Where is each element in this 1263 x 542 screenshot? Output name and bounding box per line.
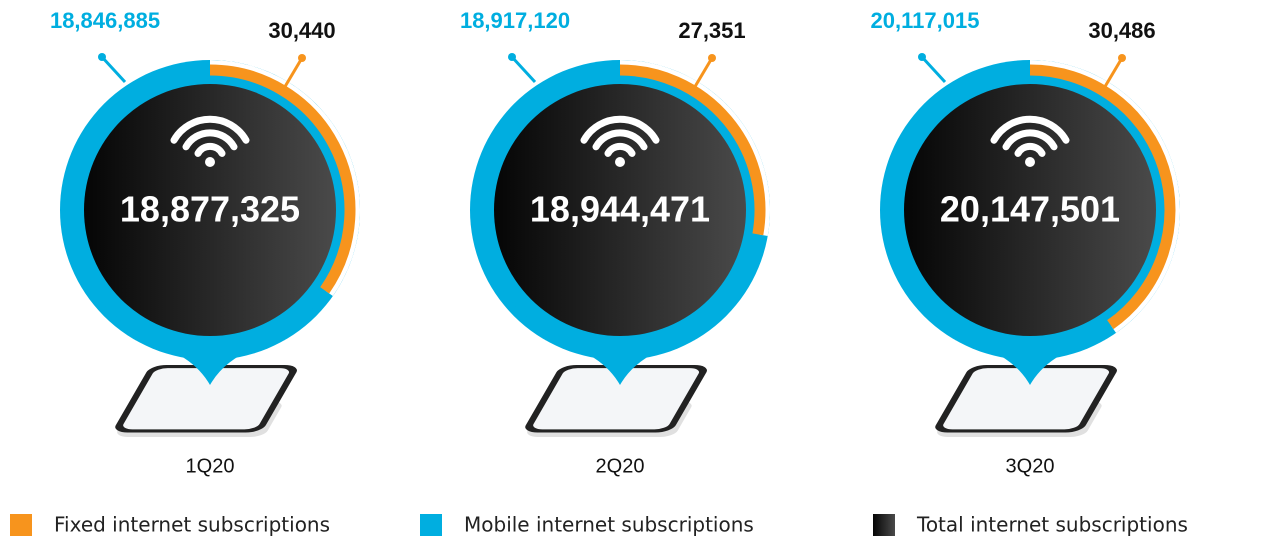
wifi-dot <box>205 157 215 167</box>
mobile-dot <box>508 53 516 61</box>
legend-swatch <box>420 514 442 536</box>
wifi-dot <box>615 157 625 167</box>
panel: 20,147,501 20,117,015 30,486 3Q20 <box>871 8 1180 477</box>
fixed-dot <box>1118 54 1126 62</box>
fixed-value: 30,486 <box>1088 18 1155 43</box>
mobile-value: 18,917,120 <box>460 8 570 33</box>
total-value: 18,944,471 <box>530 189 710 230</box>
panel: 18,877,325 18,846,885 30,440 1Q20 <box>50 8 360 477</box>
legend-swatch <box>10 514 32 536</box>
total-value: 18,877,325 <box>120 189 300 230</box>
panel: 18,944,471 18,917,120 27,351 2Q20 <box>460 8 770 477</box>
infographic: 18,877,325 18,846,885 30,440 1Q20 18,944,471… <box>0 0 1263 542</box>
mobile-leader <box>102 57 125 82</box>
legend-label: Fixed internet subscriptions <box>54 513 330 537</box>
legend-swatch <box>873 514 895 536</box>
fixed-dot <box>708 54 716 62</box>
mobile-value: 20,117,015 <box>871 8 980 33</box>
fixed-value: 27,351 <box>678 18 745 43</box>
fixed-dot <box>298 54 306 62</box>
period-label: 1Q20 <box>186 455 235 477</box>
wifi-dot <box>1025 157 1035 167</box>
period-label: 2Q20 <box>596 455 645 477</box>
fixed-value: 30,440 <box>268 18 335 43</box>
period-label: 3Q20 <box>1006 455 1055 477</box>
mobile-value: 18,846,885 <box>50 8 160 33</box>
legend-label: Mobile internet subscriptions <box>464 513 754 537</box>
mobile-leader <box>512 57 535 82</box>
legend-label: Total internet subscriptions <box>916 513 1188 537</box>
mobile-dot <box>918 53 926 61</box>
mobile-dot <box>98 53 106 61</box>
mobile-leader <box>922 57 945 82</box>
total-value: 20,147,501 <box>940 189 1120 230</box>
